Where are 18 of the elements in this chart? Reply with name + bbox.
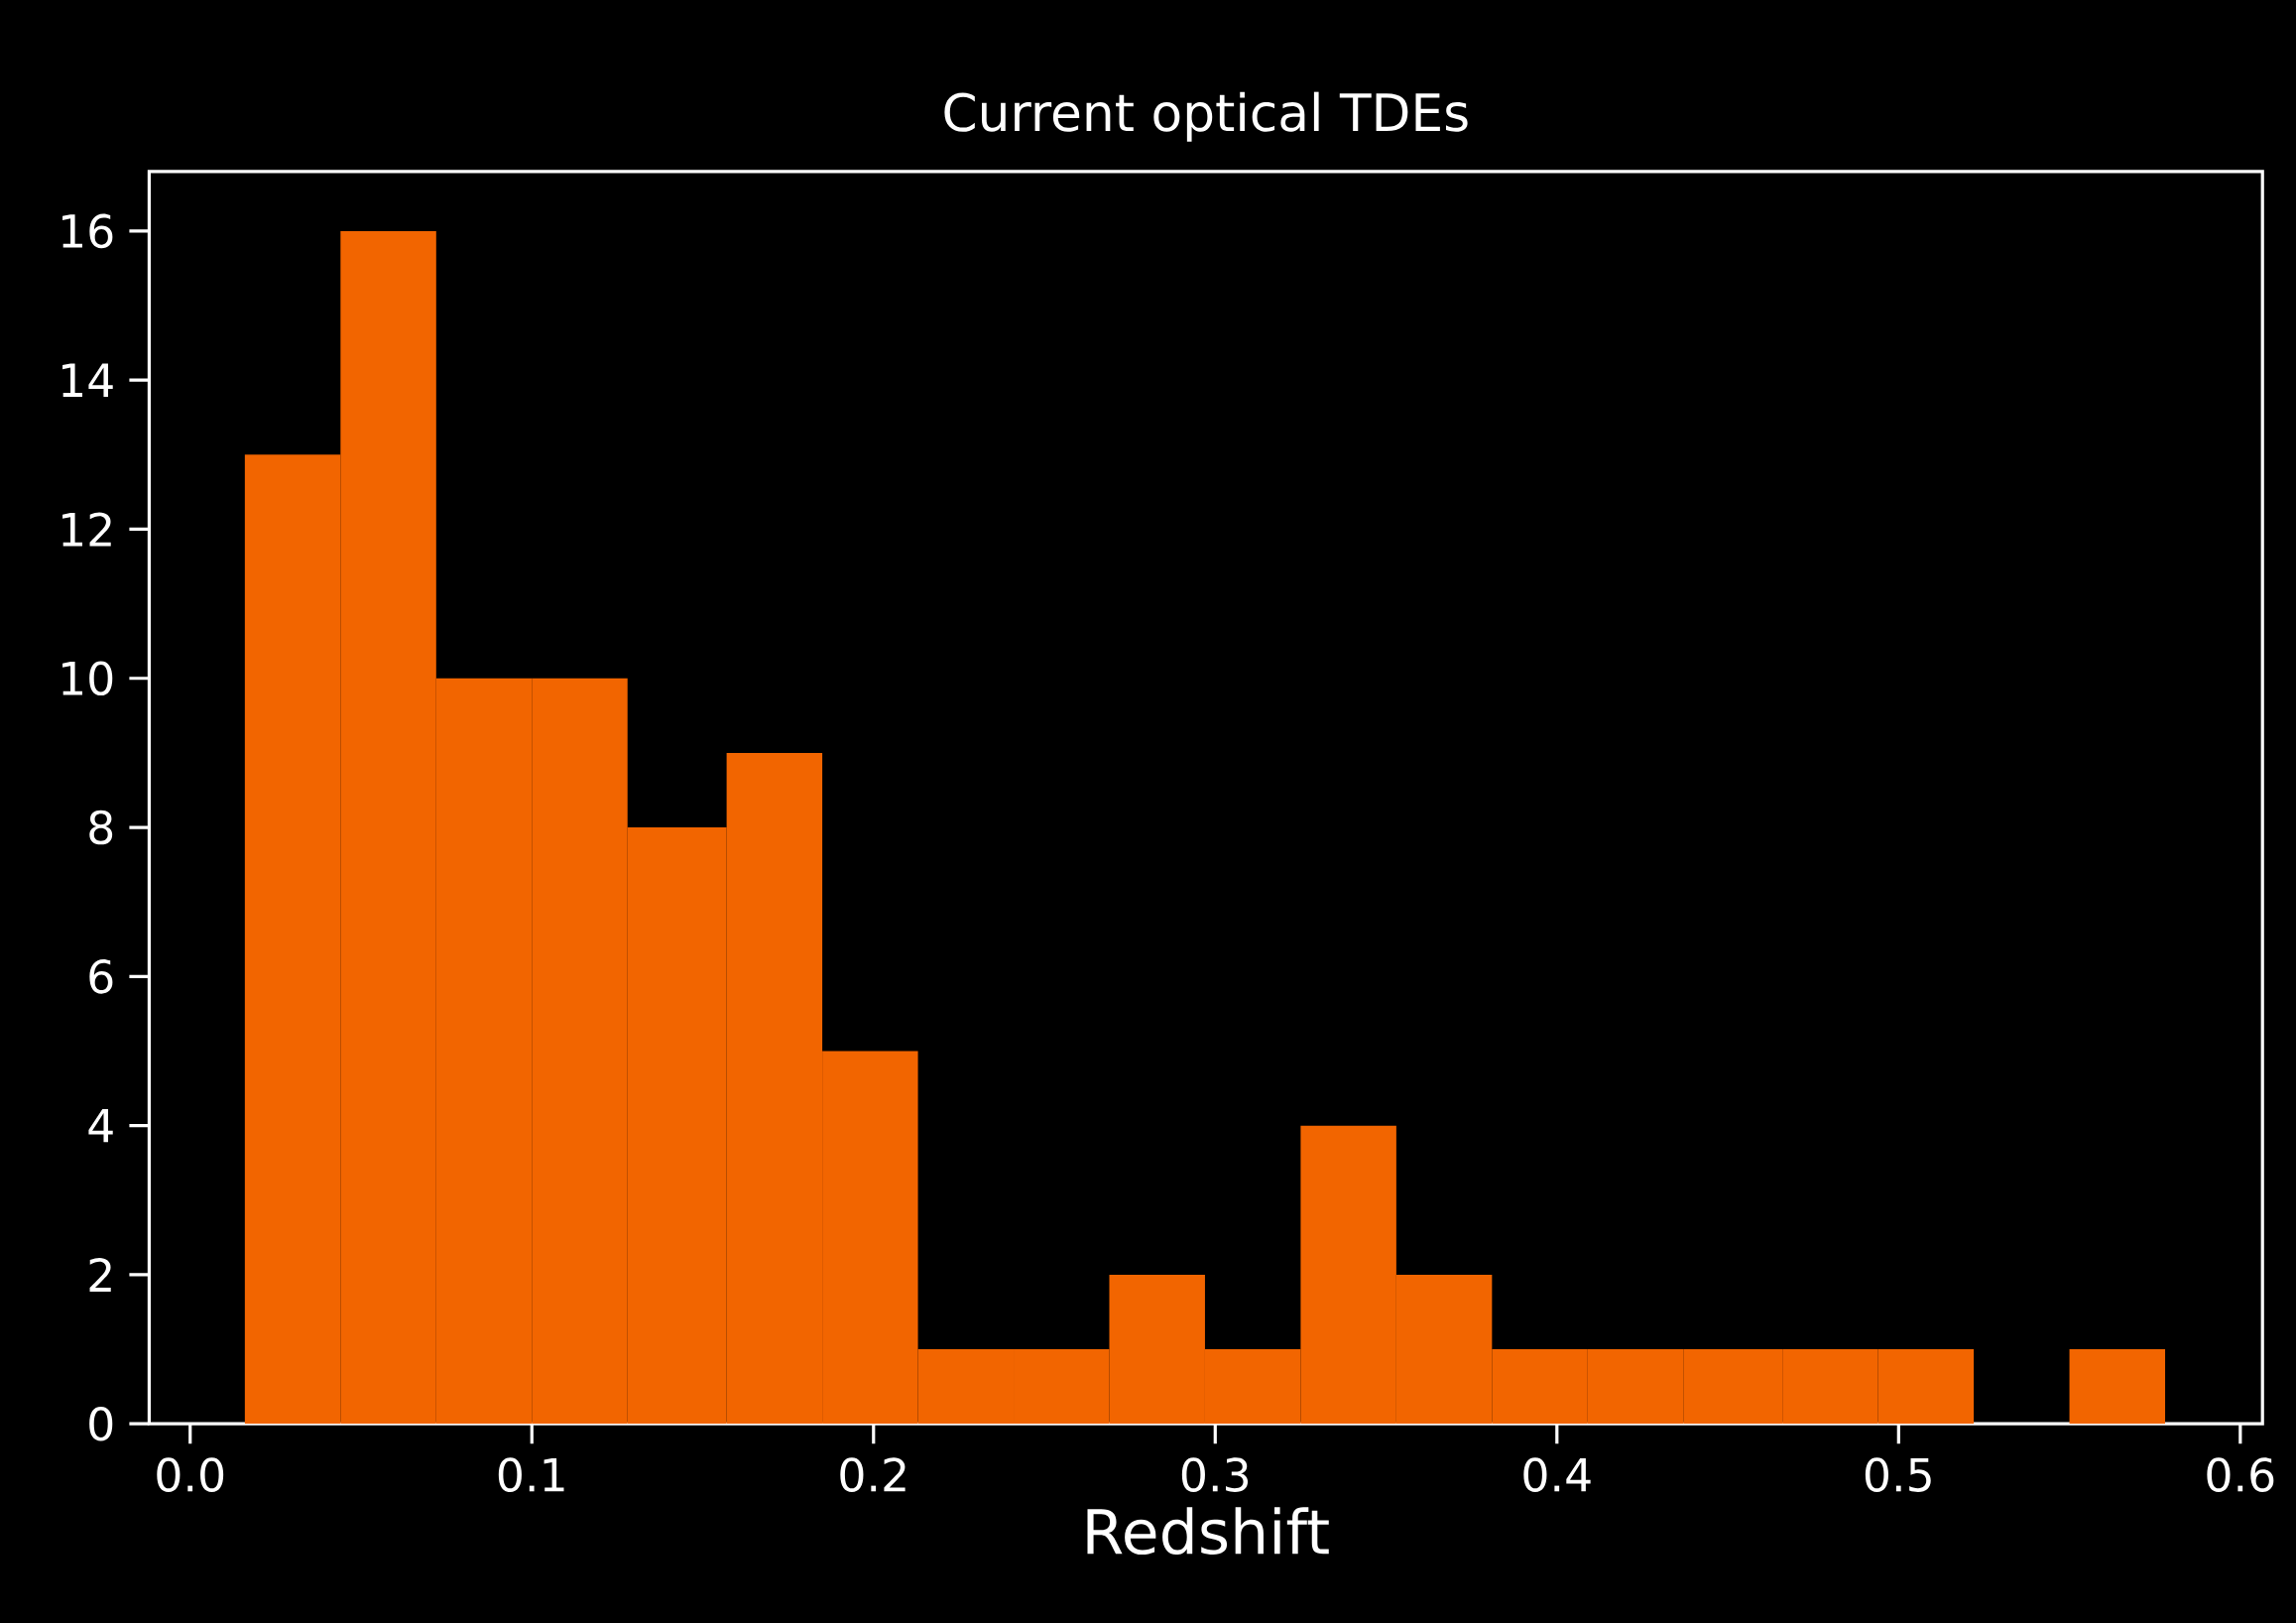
chart-title: Current optical TDEs	[944, 91, 1468, 142]
x-tick-label: 0.1	[498, 1457, 564, 1492]
y-tick-label: 8	[89, 810, 113, 845]
y-tick-label: 2	[89, 1257, 111, 1292]
x-tick-label: 0.3	[1181, 1457, 1249, 1492]
y-tick-label: 6	[89, 959, 113, 994]
x-tick-label: 0.5	[1865, 1457, 1931, 1492]
x-tick-label: 0.2	[840, 1457, 906, 1492]
x-tick-label: 0.4	[1523, 1457, 1591, 1492]
y-tick-label: 14	[62, 363, 113, 397]
x-tick-label: 0.6	[2207, 1457, 2274, 1492]
y-tick-label: 0	[89, 1406, 113, 1441]
x-tick-label: 0.0	[157, 1457, 224, 1492]
y-tick-label: 10	[62, 661, 113, 696]
y-tick-label: 12	[62, 512, 111, 547]
x-axis-title: Redshift	[1087, 1507, 1329, 1556]
y-tick-label: 16	[62, 213, 113, 249]
y-tick-label: 4	[88, 1108, 113, 1143]
